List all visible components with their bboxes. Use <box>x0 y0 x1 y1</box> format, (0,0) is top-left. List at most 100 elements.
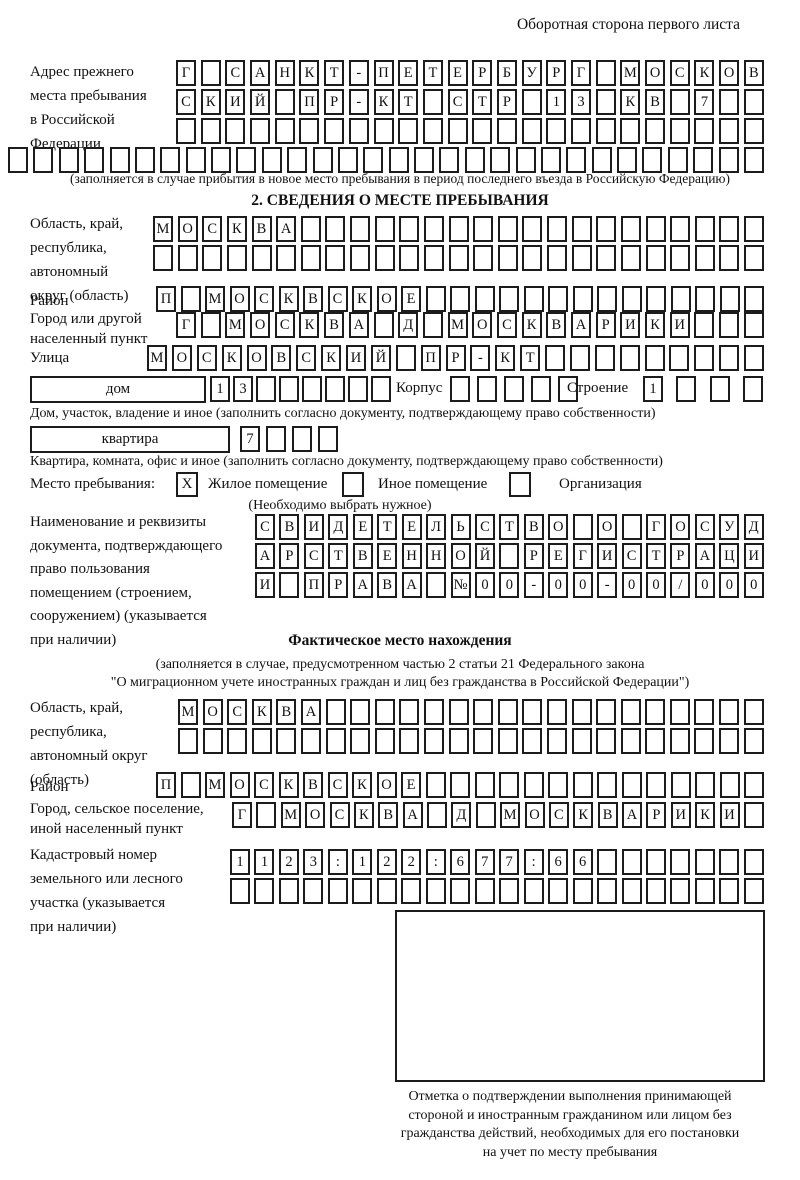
char-cell[interactable] <box>374 245 395 271</box>
char-cell[interactable]: 0 <box>743 572 764 598</box>
char-cell[interactable]: Т <box>646 543 666 569</box>
char-cell[interactable]: В <box>377 572 398 598</box>
char-cell[interactable] <box>621 849 642 875</box>
char-cell[interactable] <box>670 878 691 904</box>
char-cell[interactable]: В <box>279 514 300 540</box>
char-cell[interactable] <box>742 376 763 402</box>
char-cell[interactable]: С <box>255 514 275 540</box>
char-cell[interactable] <box>719 89 740 115</box>
char-cell[interactable] <box>200 118 221 144</box>
char-cell[interactable] <box>176 118 196 144</box>
char-cell[interactable] <box>473 728 494 754</box>
char-cell[interactable]: В <box>324 312 345 338</box>
char-cell[interactable] <box>719 728 740 754</box>
char-cell[interactable]: К <box>278 286 299 312</box>
char-cell[interactable] <box>279 376 299 402</box>
char-cell[interactable] <box>477 376 497 402</box>
char-cell[interactable] <box>422 89 443 115</box>
char-cell[interactable] <box>719 118 740 144</box>
char-cell[interactable] <box>540 147 561 173</box>
char-cell[interactable] <box>617 147 637 173</box>
char-cell[interactable]: Р <box>328 572 349 598</box>
char-cell[interactable] <box>399 699 420 725</box>
char-cell[interactable]: Е <box>548 543 569 569</box>
flat-row[interactable]: 7 <box>240 426 338 452</box>
char-cell[interactable]: А <box>300 699 321 725</box>
char-cell[interactable] <box>472 118 493 144</box>
char-cell[interactable] <box>474 286 495 312</box>
char-cell[interactable]: С <box>274 312 295 338</box>
char-cell[interactable]: Е <box>401 514 422 540</box>
char-cell[interactable]: Т <box>499 514 520 540</box>
prev-address-row-4[interactable] <box>8 147 764 173</box>
char-cell[interactable] <box>276 245 297 271</box>
char-cell[interactable]: В <box>352 543 373 569</box>
char-cell[interactable] <box>718 147 739 173</box>
char-cell[interactable]: К <box>620 89 641 115</box>
char-cell[interactable]: 6 <box>450 849 471 875</box>
char-cell[interactable] <box>571 699 592 725</box>
char-cell[interactable] <box>569 345 590 371</box>
char-cell[interactable]: 7 <box>240 426 260 452</box>
char-cell[interactable]: К <box>278 772 299 798</box>
char-cell[interactable] <box>645 878 666 904</box>
char-cell[interactable]: 0 <box>548 572 569 598</box>
char-cell[interactable] <box>490 147 511 173</box>
char-cell[interactable]: - <box>348 89 369 115</box>
char-cell[interactable]: К <box>573 802 594 828</box>
char-cell[interactable]: К <box>352 286 372 312</box>
char-cell[interactable]: К <box>200 89 221 115</box>
char-cell[interactable]: К <box>299 60 320 86</box>
char-cell[interactable] <box>719 345 740 371</box>
char-cell[interactable] <box>523 772 544 798</box>
char-cell[interactable] <box>448 699 469 725</box>
char-cell[interactable] <box>398 118 419 144</box>
char-cell[interactable]: Н <box>426 543 447 569</box>
char-cell[interactable] <box>236 147 257 173</box>
char-cell[interactable] <box>521 118 542 144</box>
char-cell[interactable]: 6 <box>548 849 569 875</box>
char-cell[interactable] <box>597 849 618 875</box>
char-cell[interactable]: А <box>352 572 373 598</box>
char-cell[interactable]: Р <box>279 543 300 569</box>
char-cell[interactable] <box>464 147 485 173</box>
char-cell[interactable]: О <box>450 543 471 569</box>
char-cell[interactable]: К <box>299 312 320 338</box>
char-cell[interactable] <box>325 728 346 754</box>
char-cell[interactable] <box>474 878 495 904</box>
stroenie-row[interactable]: 1 <box>643 376 763 402</box>
char-cell[interactable] <box>693 147 714 173</box>
char-cell[interactable] <box>251 245 272 271</box>
char-cell[interactable] <box>227 728 248 754</box>
char-cell[interactable] <box>300 728 321 754</box>
char-cell[interactable]: 3 <box>233 376 253 402</box>
char-cell[interactable] <box>676 376 697 402</box>
char-cell[interactable] <box>109 147 130 173</box>
char-cell[interactable] <box>395 345 416 371</box>
char-cell[interactable] <box>669 699 690 725</box>
char-cell[interactable]: С <box>548 802 569 828</box>
char-cell[interactable] <box>423 728 444 754</box>
char-cell[interactable] <box>473 245 494 271</box>
char-cell[interactable] <box>695 286 715 312</box>
char-cell[interactable] <box>645 728 666 754</box>
char-cell[interactable] <box>337 147 358 173</box>
char-cell[interactable] <box>292 426 312 452</box>
char-cell[interactable] <box>153 245 173 271</box>
char-cell[interactable]: Ь <box>450 514 471 540</box>
char-cell[interactable]: Е <box>447 60 468 86</box>
char-cell[interactable] <box>547 216 567 242</box>
document-row-3[interactable]: И П Р А В А № 0 0-0 0-0 0/0 0 0 <box>255 572 764 598</box>
char-cell[interactable]: 7 <box>474 849 495 875</box>
char-cell[interactable]: И <box>303 514 324 540</box>
char-cell[interactable] <box>743 728 764 754</box>
korpus-row[interactable] <box>450 376 578 402</box>
char-cell[interactable]: 0 <box>474 572 495 598</box>
char-cell[interactable] <box>619 345 640 371</box>
char-cell[interactable] <box>414 147 434 173</box>
char-cell[interactable] <box>497 699 518 725</box>
char-cell[interactable]: В <box>378 802 399 828</box>
char-cell[interactable]: С <box>254 772 274 798</box>
char-cell[interactable] <box>499 878 520 904</box>
